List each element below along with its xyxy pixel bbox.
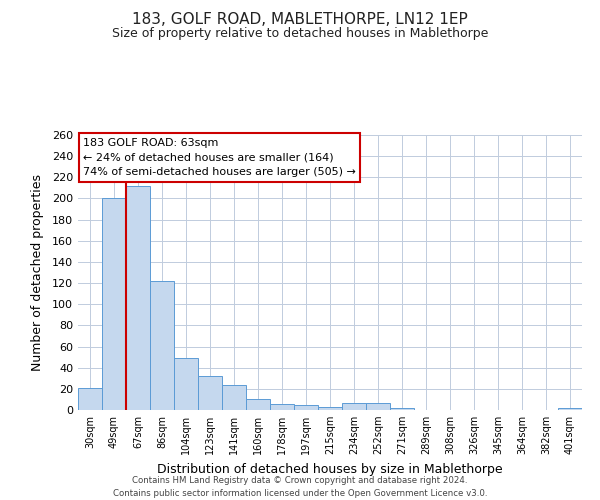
Text: 183 GOLF ROAD: 63sqm
← 24% of detached houses are smaller (164)
74% of semi-deta: 183 GOLF ROAD: 63sqm ← 24% of detached h… bbox=[83, 138, 356, 177]
Bar bbox=[342, 402, 366, 410]
Bar bbox=[198, 376, 222, 410]
Bar bbox=[78, 388, 102, 410]
Bar bbox=[246, 400, 270, 410]
Bar bbox=[222, 384, 246, 410]
Bar bbox=[318, 407, 342, 410]
Bar bbox=[294, 404, 318, 410]
Bar bbox=[366, 402, 390, 410]
X-axis label: Distribution of detached houses by size in Mablethorpe: Distribution of detached houses by size … bbox=[157, 462, 503, 475]
Text: 183, GOLF ROAD, MABLETHORPE, LN12 1EP: 183, GOLF ROAD, MABLETHORPE, LN12 1EP bbox=[132, 12, 468, 28]
Bar bbox=[126, 186, 150, 410]
Bar bbox=[558, 408, 582, 410]
Bar bbox=[102, 198, 126, 410]
Y-axis label: Number of detached properties: Number of detached properties bbox=[31, 174, 44, 371]
Bar bbox=[270, 404, 294, 410]
Text: Size of property relative to detached houses in Mablethorpe: Size of property relative to detached ho… bbox=[112, 28, 488, 40]
Bar bbox=[390, 408, 414, 410]
Text: Contains HM Land Registry data © Crown copyright and database right 2024.
Contai: Contains HM Land Registry data © Crown c… bbox=[113, 476, 487, 498]
Bar bbox=[174, 358, 198, 410]
Bar bbox=[150, 281, 174, 410]
